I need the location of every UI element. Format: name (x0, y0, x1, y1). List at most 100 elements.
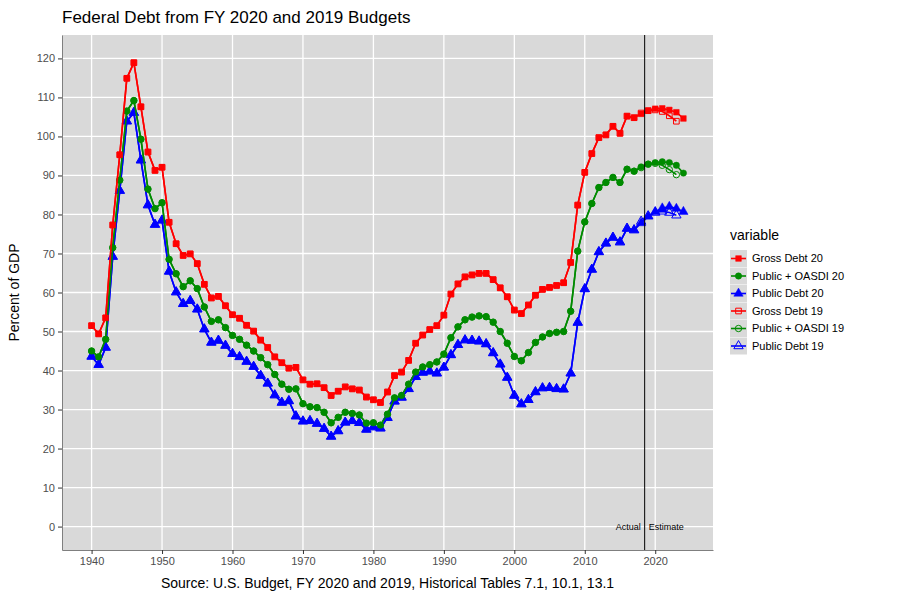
series-marker (222, 324, 228, 330)
series-marker (448, 335, 454, 341)
series-marker (624, 113, 630, 119)
y-tick-mark (58, 449, 62, 450)
series-marker (603, 132, 609, 138)
series-marker (545, 382, 554, 390)
series-marker (610, 174, 616, 180)
series-marker (582, 219, 588, 225)
series-marker (582, 170, 588, 176)
y-tick-label: 80 (43, 208, 55, 220)
x-tick-label: 1940 (80, 555, 104, 567)
series-marker (187, 278, 193, 284)
y-tick: 100 (37, 130, 62, 142)
series-marker (272, 371, 278, 377)
series-marker (265, 345, 271, 351)
series-marker (448, 335, 454, 341)
series-marker (503, 372, 512, 380)
series-marker (420, 364, 426, 370)
series-marker (250, 348, 256, 354)
x-tick-mark (373, 550, 374, 554)
x-tick-mark (585, 550, 586, 554)
x-tick: 2000 (503, 550, 527, 567)
y-tick-label: 50 (43, 326, 55, 338)
series-marker (376, 423, 385, 431)
series-marker (645, 108, 651, 114)
x-tick: 1990 (432, 550, 456, 567)
series-marker (201, 304, 207, 310)
x-tick-mark (162, 550, 163, 554)
reference-labels: ActualEstimate (616, 522, 684, 532)
series-marker (102, 336, 108, 342)
x-tick-mark (444, 550, 445, 554)
series-marker (490, 277, 496, 283)
series-marker (554, 283, 560, 289)
y-grid-line (62, 487, 713, 488)
series-marker (96, 331, 102, 337)
series-marker (420, 332, 426, 338)
series-marker (622, 223, 631, 231)
series-marker (503, 372, 512, 380)
series-marker (117, 152, 123, 158)
series-marker (214, 335, 223, 343)
series-marker (265, 361, 271, 367)
x-tick-label: 1960 (221, 555, 245, 567)
series-marker (216, 294, 222, 300)
series-marker (244, 322, 250, 328)
series-marker (603, 132, 609, 138)
series-marker (573, 317, 582, 325)
x-tick: 1950 (150, 550, 174, 567)
series-marker (201, 304, 207, 310)
series-marker (617, 179, 623, 185)
y-tick-mark (58, 253, 62, 254)
legend-key (730, 303, 747, 320)
series-marker (631, 168, 637, 174)
series-marker (559, 384, 568, 392)
x-tick-label: 1950 (150, 555, 174, 567)
series-marker (617, 130, 623, 136)
series-marker (559, 384, 568, 392)
series-marker (363, 420, 369, 426)
series-marker (575, 202, 581, 208)
x-tick: 2010 (573, 550, 597, 567)
series-marker (131, 60, 137, 66)
x-axis: 194019501960197019801990200020102020 (63, 550, 714, 567)
y-tick-label: 90 (43, 169, 55, 181)
series-marker (603, 179, 609, 185)
series-marker (469, 314, 475, 320)
series-marker (566, 368, 575, 376)
plot-marks (87, 35, 688, 550)
series-marker (434, 359, 440, 365)
series-marker (187, 251, 193, 257)
chart: 1940195019601970198019902000201020200102… (0, 0, 900, 600)
series-marker (490, 319, 496, 325)
series-marker (553, 329, 559, 335)
series-marker (596, 184, 602, 190)
series-marker (201, 281, 207, 287)
series-marker (412, 369, 418, 375)
series-marker (497, 328, 503, 334)
legend-marker (736, 256, 742, 262)
series-line (92, 63, 677, 403)
series-marker (243, 342, 249, 348)
series-marker (483, 313, 489, 319)
series-marker (615, 237, 624, 245)
series-marker (568, 260, 574, 266)
series-marker (300, 401, 306, 407)
series-marker (406, 358, 412, 364)
series-marker (152, 168, 158, 174)
series-marker (582, 219, 588, 225)
series-marker (575, 248, 581, 254)
y-tick-label: 40 (43, 365, 55, 377)
series-marker (652, 106, 658, 112)
series-marker (363, 420, 369, 426)
series-marker (462, 317, 468, 323)
series-marker (446, 350, 455, 358)
y-axis-title: Percent of GDP (6, 243, 22, 341)
series-marker (314, 404, 320, 410)
series-marker (652, 160, 658, 166)
series-marker (420, 364, 426, 370)
series-marker (608, 232, 617, 240)
series-marker (230, 312, 236, 318)
series-marker (434, 359, 440, 365)
series-marker (237, 315, 243, 321)
series-marker (399, 369, 405, 375)
